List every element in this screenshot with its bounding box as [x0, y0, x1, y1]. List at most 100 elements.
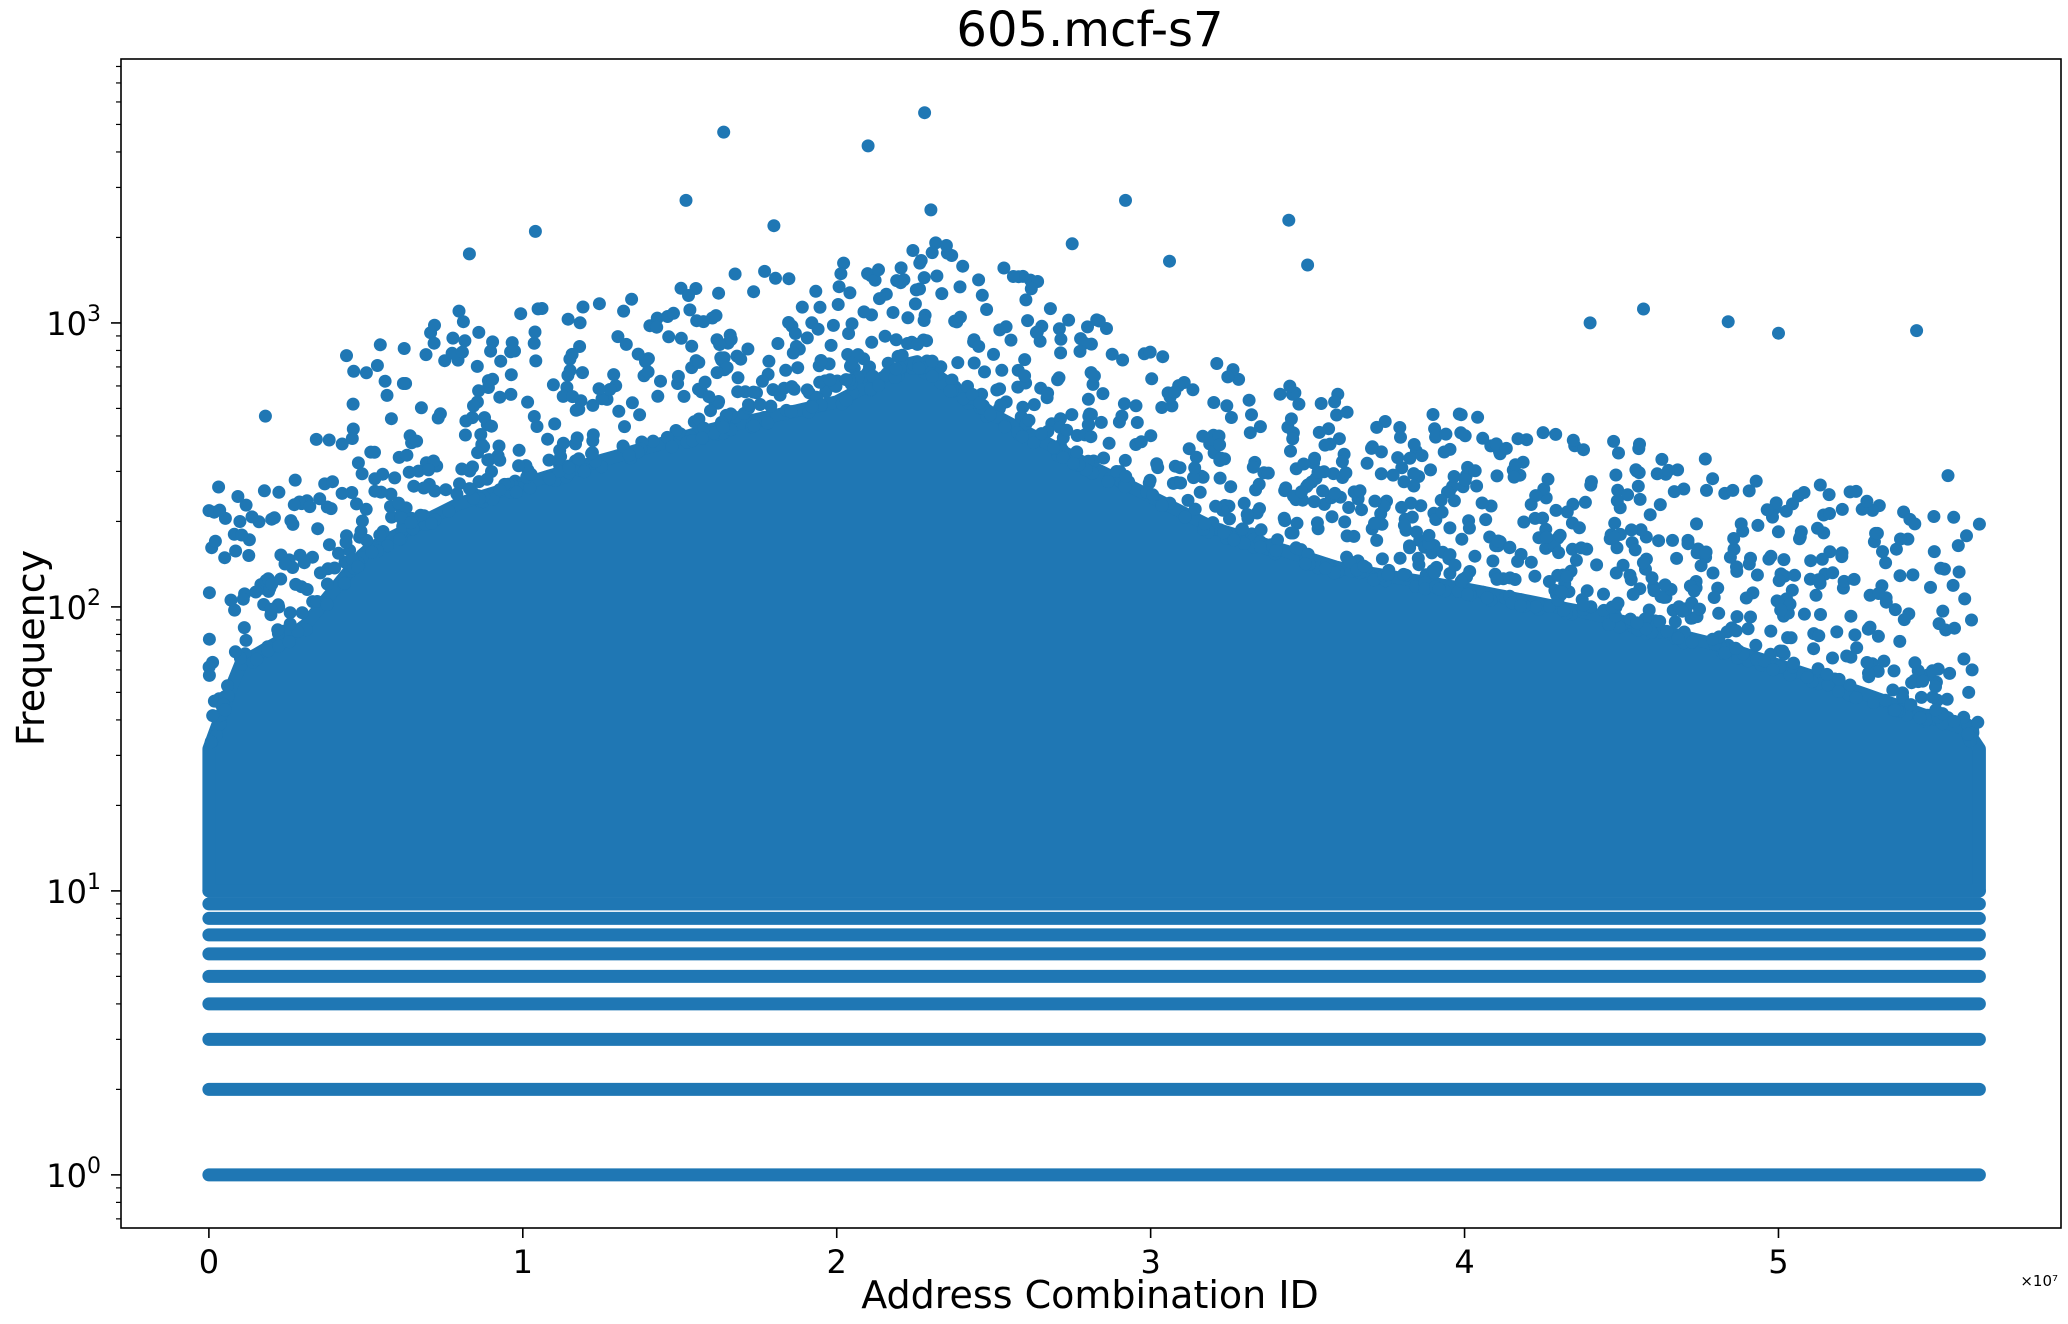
data-point	[1849, 691, 1863, 705]
data-point	[1947, 714, 1961, 728]
data-point	[1253, 420, 1267, 434]
data-point	[1560, 570, 1574, 583]
data-point	[1443, 521, 1457, 535]
data-point	[1455, 532, 1469, 546]
data-point	[1328, 486, 1342, 500]
data-point	[1804, 554, 1818, 568]
data-point	[1723, 550, 1737, 564]
data-point	[354, 524, 368, 538]
data-point	[671, 369, 685, 383]
data-point	[724, 332, 738, 346]
data-point	[994, 398, 1008, 412]
data-point	[471, 446, 485, 460]
data-point	[1018, 353, 1032, 367]
data-point	[384, 412, 398, 426]
data-point	[1253, 502, 1266, 516]
data-point	[1960, 529, 1973, 543]
data-point	[1670, 551, 1684, 565]
data-point	[1511, 432, 1525, 446]
data-point	[1236, 522, 1249, 536]
data-point	[328, 561, 342, 575]
data-point	[1863, 620, 1877, 634]
data-point	[428, 318, 441, 332]
data-point	[813, 300, 827, 314]
data-point	[747, 419, 761, 433]
data-point	[646, 434, 660, 448]
data-point	[359, 366, 373, 380]
data-point	[1624, 523, 1638, 537]
data-point	[1650, 467, 1664, 481]
data-point	[1029, 326, 1043, 339]
data-point	[1553, 529, 1567, 543]
data-point	[339, 535, 353, 549]
data-point	[1468, 464, 1482, 478]
data-point	[1210, 357, 1224, 370]
outlier-point	[1163, 254, 1176, 268]
data-point	[1340, 405, 1354, 419]
data-point	[1295, 485, 1308, 499]
data-point	[504, 345, 518, 359]
data-point	[1607, 530, 1621, 544]
data-point	[1671, 631, 1685, 645]
data-point	[1698, 452, 1712, 466]
data-point	[1634, 523, 1648, 537]
data-point	[784, 405, 798, 419]
data-point	[1821, 678, 1835, 692]
data-point	[811, 322, 825, 336]
data-point	[1143, 473, 1157, 487]
data-point	[1094, 415, 1108, 429]
data-point	[662, 330, 676, 344]
plot-marks	[202, 106, 1986, 1182]
data-point	[742, 398, 755, 412]
data-point	[326, 475, 339, 489]
data-point	[396, 377, 410, 390]
data-point	[1129, 399, 1143, 413]
data-point	[289, 577, 303, 591]
data-point	[1360, 456, 1374, 470]
data-point	[466, 460, 479, 474]
data-point	[335, 437, 349, 451]
data-point	[481, 453, 495, 467]
data-point	[1286, 432, 1300, 446]
data-point	[1908, 656, 1922, 670]
data-point	[917, 314, 931, 327]
data-point	[335, 486, 349, 500]
data-point	[1797, 607, 1811, 621]
data-point	[761, 416, 775, 430]
data-point	[368, 484, 382, 498]
data-point	[1422, 528, 1436, 542]
data-point	[1447, 494, 1461, 508]
data-point	[1314, 397, 1328, 410]
data-point	[566, 390, 580, 404]
data-point	[1730, 560, 1743, 574]
data-point	[731, 385, 745, 399]
data-point	[1572, 521, 1586, 535]
data-point	[1872, 587, 1886, 600]
data-point	[303, 500, 317, 514]
data-point	[1096, 387, 1110, 401]
data-point	[1787, 656, 1801, 670]
data-point	[1084, 430, 1098, 444]
data-point	[1762, 552, 1776, 566]
data-point	[669, 424, 683, 437]
data-point	[912, 361, 926, 375]
data-point	[1470, 479, 1484, 493]
data-point	[1681, 537, 1695, 551]
data-point	[925, 369, 939, 383]
data-point	[1889, 542, 1903, 556]
data-point	[1552, 546, 1566, 560]
data-point	[809, 284, 823, 298]
data-point	[1590, 558, 1604, 572]
data-point	[1087, 369, 1101, 383]
data-point	[242, 549, 256, 562]
data-point	[346, 397, 360, 411]
data-point	[347, 364, 361, 378]
data-point	[1316, 484, 1330, 498]
data-point	[322, 538, 336, 552]
data-point	[1726, 483, 1740, 497]
data-point	[546, 378, 560, 392]
data-point	[345, 432, 359, 445]
data-point	[1913, 711, 1927, 725]
